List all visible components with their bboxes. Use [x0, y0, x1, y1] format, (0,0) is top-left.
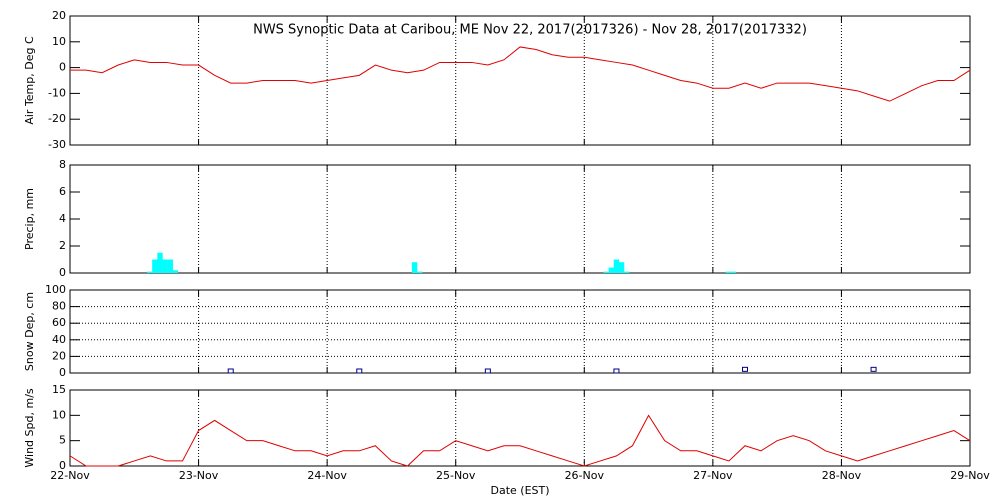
precip-bar [730, 271, 737, 273]
y-tick-label: 2 [59, 239, 66, 252]
precip-bar [147, 271, 153, 273]
precip-bar [172, 270, 179, 273]
plot-frame [69, 289, 971, 374]
precip-bar [624, 271, 630, 273]
x-tick-label: 27-Nov [693, 469, 733, 482]
x-tick-label: 26-Nov [565, 469, 605, 482]
y-tick-label: 6 [59, 185, 66, 198]
precip-bar [618, 262, 625, 273]
precip-bar [162, 259, 168, 273]
y-tick-label: 0 [59, 266, 66, 279]
precip-bar [417, 271, 423, 273]
y-tick-label: -20 [48, 112, 66, 125]
x-tick-label: 23-Nov [179, 469, 219, 482]
precip-bar [157, 252, 163, 273]
precip-bar [152, 259, 158, 273]
y-axis-label: Precip, mm [23, 188, 36, 250]
y-tick-label: 5 [59, 434, 66, 447]
y-tick-label: 15 [52, 383, 66, 396]
snow-marker [870, 366, 877, 372]
y-tick-label: 20 [52, 349, 66, 362]
y-tick-label: 0 [59, 366, 66, 379]
y-tick-label: 0 [59, 61, 66, 74]
y-axis-label: Snow Dep, cm [23, 292, 36, 371]
precip-bar [725, 271, 731, 273]
data-line [70, 46, 971, 102]
y-tick-label: 60 [52, 316, 66, 329]
x-tick-label: 24-Nov [307, 469, 347, 482]
plot-frame [69, 15, 971, 146]
snow-marker [613, 368, 620, 374]
plot-frame [69, 164, 971, 274]
precip-bar [411, 262, 418, 273]
chart-title: NWS Synoptic Data at Caribou, ME Nov 22,… [253, 23, 807, 38]
precip-bar [613, 259, 620, 273]
y-tick-label: 0 [59, 459, 66, 472]
snow-marker [356, 368, 363, 374]
y-tick-label: 40 [52, 333, 66, 346]
y-tick-label: 10 [52, 35, 66, 48]
snow-marker [484, 368, 491, 374]
plot-frame [69, 389, 971, 467]
data-line [69, 414, 971, 467]
snow-marker [742, 366, 748, 372]
y-tick-label: 80 [52, 300, 66, 313]
y-tick-label: 4 [59, 212, 66, 225]
x-tick-label: 29-Nov [950, 469, 990, 482]
precip-bar [608, 267, 614, 273]
x-tick-label: 22-Nov [50, 469, 90, 482]
y-tick-label: 8 [59, 158, 66, 171]
x-tick-label: 25-Nov [436, 469, 476, 482]
precip-bar [167, 259, 173, 273]
snow-marker [227, 368, 234, 374]
y-tick-label: 100 [45, 283, 66, 296]
y-tick-label: -10 [48, 86, 66, 99]
precip-bar [603, 271, 609, 273]
y-axis-label: Wind Spd, m/s [23, 388, 36, 468]
y-axis-label: Air Temp, Deg C [23, 36, 36, 125]
y-tick-label: -30 [48, 138, 66, 151]
x-tick-label: 28-Nov [822, 469, 862, 482]
y-tick-label: 20 [52, 9, 66, 22]
x-axis-label: Date (EST) [490, 484, 549, 497]
y-tick-label: 10 [52, 408, 66, 421]
